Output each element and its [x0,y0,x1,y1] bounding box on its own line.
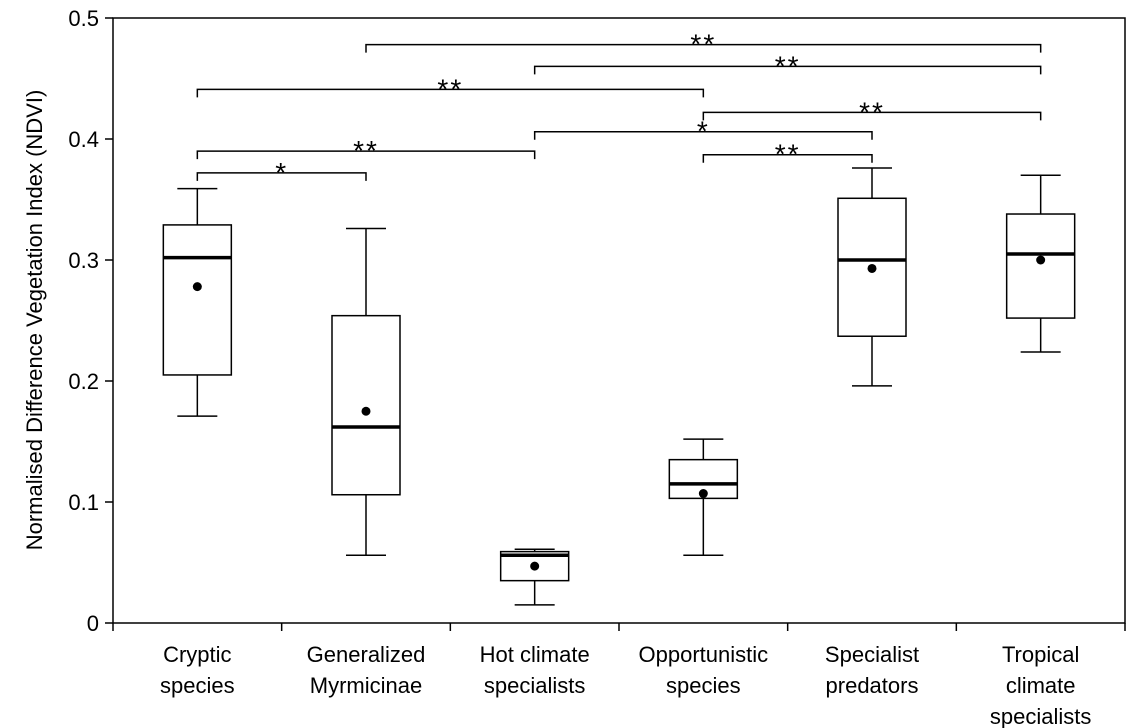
x-category-label: Opportunistic species [639,642,769,698]
iqr-box [1005,213,1076,319]
significance-bracket: * [533,116,873,147]
x-category-label: Tropical climate specialists [990,642,1091,728]
significance-bracket: ** [702,96,1042,127]
bracket-line [533,130,873,140]
iqr-box [162,224,233,376]
box-group [499,548,570,606]
x-category-label: Hot climate specialists [480,642,590,698]
box-group [162,187,233,417]
significance-bracket: ** [533,50,1042,81]
bracket-line [702,153,873,163]
significance-label: ** [775,139,801,170]
x-axis: Cryptic species Generalized Myrmicinae Hot c… [112,623,1126,728]
significance-bracket: ** [196,73,705,104]
x-category-label: Cryptic species [160,642,235,698]
mean-point [698,489,708,499]
significance-label: ** [437,73,463,104]
box-group [1005,174,1076,353]
bracket-line [365,43,1042,53]
bracket-line [533,65,1042,75]
box-group [331,227,401,556]
box-group [837,167,907,387]
y-axis-label: Normalised Difference Vegetation Index (… [22,90,47,551]
y-tick-label: 0.2 [68,369,99,394]
significance-label: ** [690,29,716,60]
bracket-line [196,150,536,160]
bracket-line [196,172,367,181]
significance-label: ** [353,135,379,166]
significance-brackets: *********** *** [196,29,1042,188]
box-group [668,438,739,556]
iqr-box [331,314,401,496]
mean-point [867,263,877,273]
y-tick-label: 0.1 [68,490,99,515]
significance-bracket: ** [196,135,536,166]
y-tick-label: 0.5 [68,6,99,31]
mean-point [192,282,202,292]
significance-label: ** [775,50,801,81]
significance-bracket: ** [702,139,873,170]
mean-point [1036,255,1046,265]
significance-label: * [275,157,288,188]
mean-point [361,406,371,416]
y-axis: 0 0.1 0.2 0.3 0.4 0.5 [68,6,113,636]
significance-bracket: ** [365,29,1042,60]
y-tick-label: 0.3 [68,248,99,273]
mean-point [530,561,540,571]
significance-bracket: * [196,157,367,188]
y-tick-label: 0.4 [68,127,99,152]
x-category-label: Generalized Myrmicinae [307,642,426,698]
plot-frame [112,17,1126,624]
bracket-line [196,88,705,98]
x-category-label: Specialist predators [825,642,919,698]
significance-label: ** [859,96,885,127]
significance-label: * [697,116,710,147]
box-series [162,167,1076,606]
y-tick-label: 0 [87,611,99,636]
bracket-line [702,111,1042,121]
